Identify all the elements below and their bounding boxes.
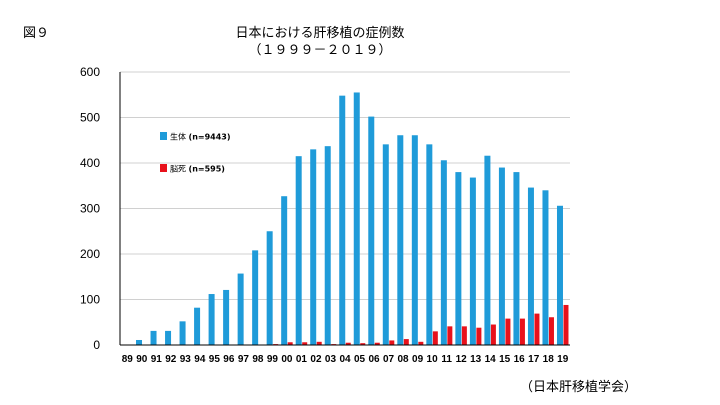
x-tick-label: 01 xyxy=(296,354,308,365)
bar-living-14 xyxy=(484,155,491,345)
x-tick-label: 17 xyxy=(528,354,540,365)
legend-living-label: 生体 (n=9443) xyxy=(170,132,231,142)
bar-living-10 xyxy=(426,144,433,345)
bar-brain-dead-05 xyxy=(360,343,366,345)
source-note: （日本肝移植学会） xyxy=(520,380,638,395)
bar-brain-dead-18 xyxy=(548,317,554,345)
x-tick-label: 09 xyxy=(412,354,424,365)
bar-brain-dead-09 xyxy=(418,341,424,345)
y-tick-label: 200 xyxy=(80,247,100,261)
bar-living-04 xyxy=(339,95,346,345)
bar-living-09 xyxy=(411,135,418,345)
x-tick-label: 92 xyxy=(165,354,177,365)
x-tick-label: 04 xyxy=(339,354,351,365)
x-tick-label: 94 xyxy=(194,354,206,365)
y-tick-label: 100 xyxy=(80,293,100,307)
figure-label: 図９ xyxy=(23,26,50,41)
x-tick-label: 97 xyxy=(238,354,250,365)
bar-living-99 xyxy=(266,231,273,345)
x-tick-label: 00 xyxy=(281,354,293,365)
x-tick-label: 96 xyxy=(223,354,235,365)
bar-living-90 xyxy=(136,339,143,345)
bar-brain-dead-07 xyxy=(389,340,395,345)
y-tick-label: 500 xyxy=(80,111,100,125)
bar-living-97 xyxy=(237,273,244,345)
legend-brain-dead-label: 脳死 (n=595) xyxy=(170,164,225,174)
bar-living-08 xyxy=(397,135,404,345)
x-tick-label: 08 xyxy=(398,354,410,365)
x-tick-label: 19 xyxy=(557,354,569,365)
x-tick-label: 95 xyxy=(209,354,221,365)
bar-brain-dead-06 xyxy=(374,342,380,345)
bar-living-06 xyxy=(368,116,375,345)
bar-living-98 xyxy=(252,250,259,345)
bar-brain-dead-14 xyxy=(490,324,496,345)
bar-brain-dead-00 xyxy=(287,342,293,345)
x-tick-label: 89 xyxy=(122,354,134,365)
bar-living-18 xyxy=(542,190,549,345)
bar-living-13 xyxy=(469,177,476,345)
x-tick-label: 16 xyxy=(514,354,526,365)
bar-living-94 xyxy=(194,307,201,345)
x-tick-label: 98 xyxy=(252,354,264,365)
x-tick-label: 18 xyxy=(543,354,555,365)
x-tick-label: 91 xyxy=(151,354,163,365)
x-tick-label: 93 xyxy=(180,354,192,365)
x-tick-label: 07 xyxy=(383,354,395,365)
y-tick-label: 300 xyxy=(80,202,100,216)
bar-brain-dead-12 xyxy=(461,326,467,345)
bar-brain-dead-17 xyxy=(534,313,540,345)
x-tick-label: 90 xyxy=(136,354,148,365)
x-tick-label: 13 xyxy=(470,354,482,365)
x-tick-label: 12 xyxy=(456,354,468,365)
x-tick-label: 02 xyxy=(310,354,322,365)
bar-brain-dead-04 xyxy=(345,342,351,345)
y-tick-label: 0 xyxy=(93,338,100,352)
x-tick-label: 11 xyxy=(441,354,452,365)
bar-living-02 xyxy=(310,149,317,345)
bar-living-93 xyxy=(179,321,186,345)
x-tick-label: 14 xyxy=(485,354,497,365)
bar-brain-dead-11 xyxy=(447,326,453,345)
chart-title: 日本における肝移植の症例数 xyxy=(235,26,405,41)
chart-subtitle: （１９９９－２０１９） xyxy=(248,43,392,58)
bar-brain-dead-15 xyxy=(505,318,511,345)
bar-living-92 xyxy=(165,330,172,345)
bar-brain-dead-08 xyxy=(403,339,409,345)
bar-living-95 xyxy=(208,294,215,345)
legend-brain-dead-swatch xyxy=(160,164,167,172)
bar-living-12 xyxy=(455,172,462,345)
bar-living-11 xyxy=(440,160,447,345)
x-tick-label: 15 xyxy=(499,354,511,365)
bar-brain-dead-16 xyxy=(519,318,525,345)
bar-brain-dead-10 xyxy=(432,331,438,345)
bar-living-16 xyxy=(513,172,520,345)
bar-living-00 xyxy=(281,196,288,345)
chart-title-block: 日本における肝移植の症例数 （１９９９－２０１９） xyxy=(200,25,440,59)
bar-brain-dead-01 xyxy=(302,342,308,345)
bar-living-03 xyxy=(324,146,331,345)
x-tick-label: 06 xyxy=(368,354,380,365)
bar-living-05 xyxy=(353,92,360,345)
y-tick-label: 400 xyxy=(80,156,100,170)
bar-brain-dead-19 xyxy=(563,304,569,345)
bar-living-19 xyxy=(556,205,563,345)
y-tick-label: 600 xyxy=(80,65,100,79)
x-tick-label: 99 xyxy=(267,354,279,365)
bar-living-15 xyxy=(498,167,505,345)
bar-living-07 xyxy=(382,144,389,345)
legend-living-swatch xyxy=(160,132,167,140)
bar-living-96 xyxy=(223,289,230,345)
bar-brain-dead-13 xyxy=(476,327,482,345)
bar-living-01 xyxy=(295,156,302,345)
bar-brain-dead-02 xyxy=(316,341,322,345)
bar-living-17 xyxy=(527,187,534,345)
x-tick-label: 10 xyxy=(427,354,439,365)
x-tick-label: 03 xyxy=(325,354,337,365)
x-tick-label: 05 xyxy=(354,354,366,365)
bar-living-91 xyxy=(150,330,157,345)
